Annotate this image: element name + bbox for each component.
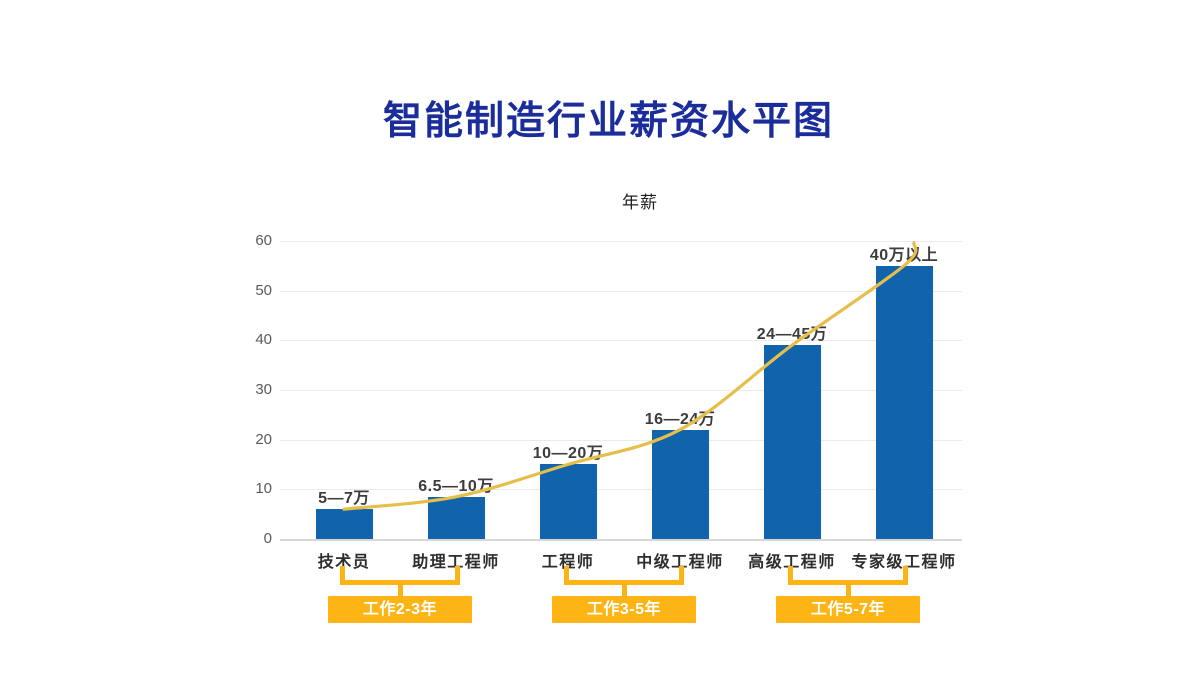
- x-axis-label-0: 技术员: [317, 554, 371, 571]
- bar-value-label-5: 40万以上: [869, 246, 939, 264]
- gridline-10: [280, 489, 962, 491]
- bar-value-label-1: 6.5—10万: [418, 477, 494, 495]
- x-axis-label-5: 专家级工程师: [851, 554, 957, 571]
- y-tick-label-50: 50: [255, 281, 272, 299]
- y-tick-label-20: 20: [255, 430, 272, 448]
- y-tick-label-60: 60: [255, 231, 272, 249]
- gridline-40: [280, 340, 962, 342]
- y-tick-label-30: 30: [255, 380, 272, 398]
- bar-5: [875, 265, 933, 539]
- experience-box-1: 工作3-5年: [552, 596, 696, 623]
- y-tick-label-40: 40: [255, 331, 272, 349]
- gridline-20: [280, 439, 962, 441]
- bar-4: [763, 345, 821, 539]
- gridline-30: [280, 389, 962, 391]
- chart-subtitle: 年薪: [622, 193, 658, 212]
- gridline-0: [280, 539, 962, 541]
- bar-value-label-3: 16—24万: [644, 410, 716, 428]
- y-tick-label-0: 0: [263, 530, 272, 547]
- bar-1: [427, 496, 485, 539]
- bar-0: [315, 509, 373, 539]
- experience-bracket-stem-0: [397, 581, 403, 597]
- page-title: 智能制造行业薪资水平图: [383, 100, 835, 143]
- experience-box-2: 工作5-7年: [776, 596, 920, 623]
- x-axis-label-3: 中级工程师: [636, 554, 724, 571]
- x-axis-label-1: 助理工程师: [412, 554, 500, 571]
- y-tick-label-10: 10: [255, 480, 272, 498]
- experience-bracket-stem-1: [621, 581, 627, 597]
- bar-value-label-2: 10—20万: [532, 445, 604, 463]
- x-axis-label-2: 工程师: [541, 554, 595, 571]
- bar-value-label-4: 24—45万: [756, 326, 828, 344]
- bar-value-label-0: 5—7万: [318, 490, 370, 508]
- experience-box-0: 工作2-3年: [328, 596, 472, 623]
- x-axis-label-4: 高级工程师: [748, 554, 836, 571]
- gridline-60: [280, 240, 962, 242]
- experience-bracket-stem-2: [845, 581, 851, 597]
- bar-3: [651, 429, 709, 539]
- bar-2: [539, 464, 597, 539]
- gridline-50: [280, 290, 962, 292]
